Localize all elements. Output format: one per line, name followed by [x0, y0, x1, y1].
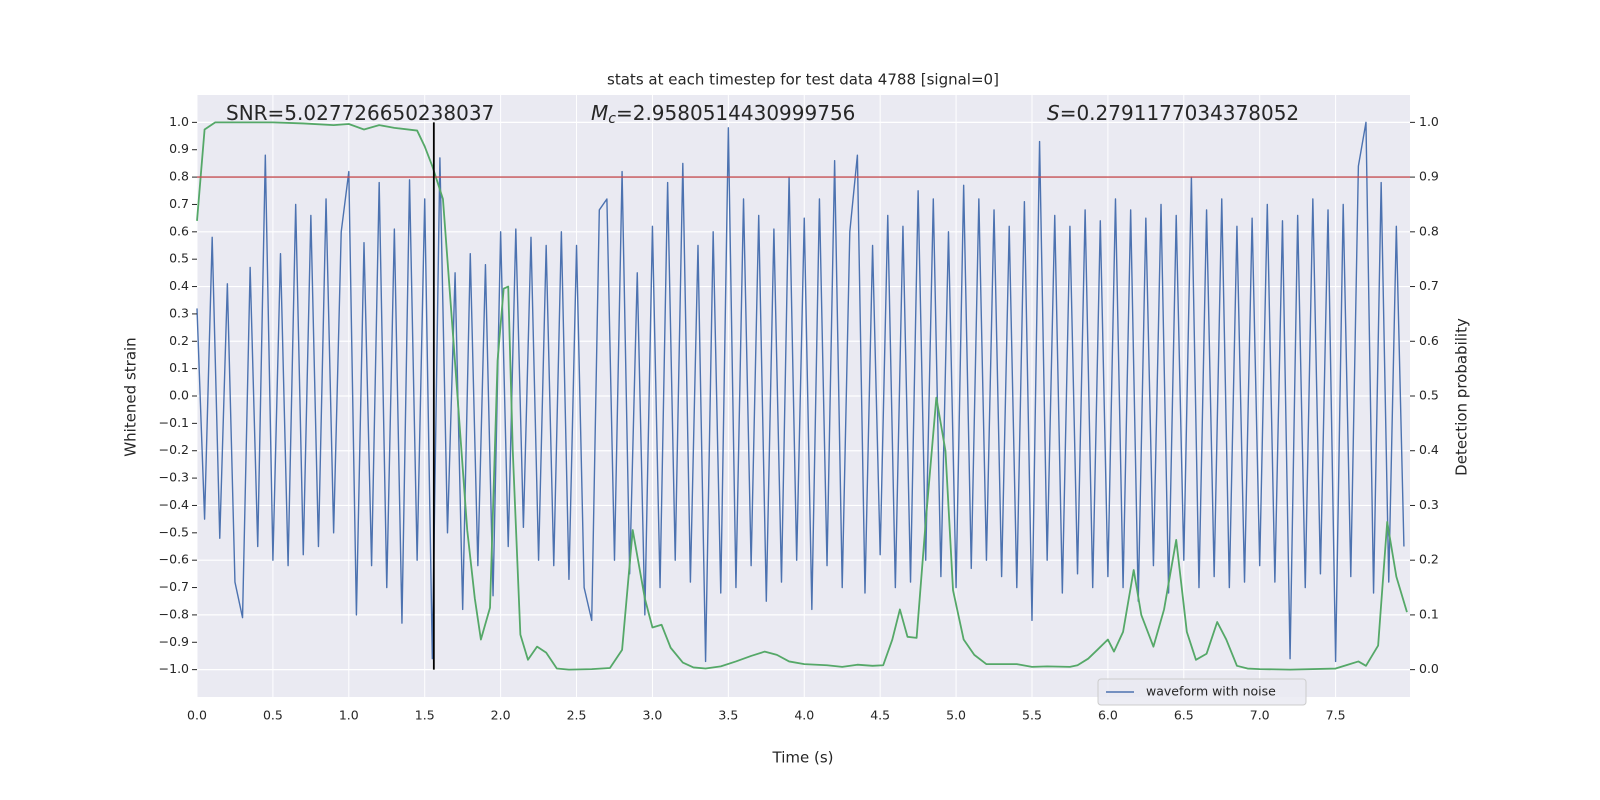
y2-tick-label: 0.9	[1419, 169, 1439, 184]
x-tick-label: 0.5	[263, 708, 283, 723]
legend: waveform with noise	[1097, 678, 1307, 706]
annotation: S=0.2791177034378052	[1047, 101, 1299, 125]
y-tick-label: 0.0	[169, 388, 189, 403]
x-tick-label: 2.0	[491, 708, 511, 723]
x-tick-label: 3.5	[718, 708, 738, 723]
annotation-text: =0.2791177034378052	[1060, 101, 1299, 125]
x-tick-label: 6.0	[1098, 708, 1118, 723]
series-line	[196, 121, 1405, 663]
y-tick-label: −0.9	[159, 634, 189, 649]
annotation-symbol: S	[1047, 101, 1060, 125]
annotation: Mc=2.9580514430999756	[591, 101, 855, 128]
legend-box	[1097, 678, 1307, 706]
y2-tick-label: 1.0	[1419, 114, 1439, 129]
y-tick-label: −0.2	[159, 442, 189, 457]
x-tick-label: 5.0	[946, 708, 966, 723]
x-axis-label: Time (s)	[772, 749, 834, 767]
annotation-subscript: c	[608, 111, 616, 127]
x-tick-label: 7.5	[1326, 708, 1346, 723]
annotation-text: SNR=5.027726650238037	[226, 101, 494, 125]
y-tick-label: 0.1	[169, 360, 189, 375]
y2-tick-label: 0.7	[1419, 278, 1439, 293]
y2-tick-label: 0.1	[1419, 606, 1439, 621]
y-axis-label: Whitened strain	[122, 337, 140, 456]
y-tick-label: −0.5	[159, 524, 189, 539]
y-tick-label: 1.0	[169, 114, 189, 129]
x-tick-label: 1.5	[415, 708, 435, 723]
legend-label: waveform with noise	[1146, 684, 1276, 699]
y-tick-label: −0.1	[159, 415, 189, 430]
y-tick-label: −0.6	[159, 552, 189, 567]
annotation-text: =2.9580514430999756	[616, 101, 855, 125]
x-tick-label: 1.0	[339, 708, 359, 723]
annotation: SNR=5.027726650238037	[226, 101, 494, 125]
y-tick-label: 0.5	[169, 251, 189, 266]
y-tick-label: −0.8	[159, 606, 189, 621]
y-tick-label: 0.8	[169, 169, 189, 184]
overlay: SNR=5.027726650238037 Mc=2.95805144309997…	[196, 101, 1410, 706]
y2-tick-label: 0.2	[1419, 552, 1439, 567]
x-tick-label: 2.5	[567, 708, 587, 723]
y-tick-label: −1.0	[159, 661, 189, 676]
y2-tick-label: 0.5	[1419, 388, 1439, 403]
y2-tick-label: 0.0	[1419, 661, 1439, 676]
marks	[196, 121, 1405, 663]
y-tick-label: 0.2	[169, 333, 189, 348]
y-tick-label: 0.6	[169, 223, 189, 238]
x-tick-label: 7.0	[1250, 708, 1270, 723]
x-tick-label: 4.0	[794, 708, 814, 723]
x-tick-label: 5.5	[1022, 708, 1042, 723]
y2-axis-label: Detection probability	[1453, 318, 1471, 476]
y-tick-label: 0.4	[169, 278, 189, 293]
y2-tick-label: 0.6	[1419, 333, 1439, 348]
y-tick-label: −0.4	[159, 497, 189, 512]
chart-title: stats at each timestep for test data 478…	[607, 71, 999, 89]
x-tick-label: 0.0	[187, 708, 207, 723]
x-tick-label: 3.0	[642, 708, 662, 723]
y-tick-label: 0.7	[169, 196, 189, 211]
series-line	[196, 121, 1408, 671]
y-tick-label: −0.3	[159, 470, 189, 485]
y2-tick-label: 0.3	[1419, 497, 1439, 512]
y-tick-label: 0.3	[169, 305, 189, 320]
y2-tick-label: 0.4	[1419, 442, 1439, 457]
annotation-symbol: M	[591, 101, 608, 125]
x-tick-label: 4.5	[870, 708, 890, 723]
y-tick-label: −0.7	[159, 579, 189, 594]
x-tick-label: 6.5	[1174, 708, 1194, 723]
y2-tick-label: 0.8	[1419, 223, 1439, 238]
y-tick-label: 0.9	[169, 141, 189, 156]
